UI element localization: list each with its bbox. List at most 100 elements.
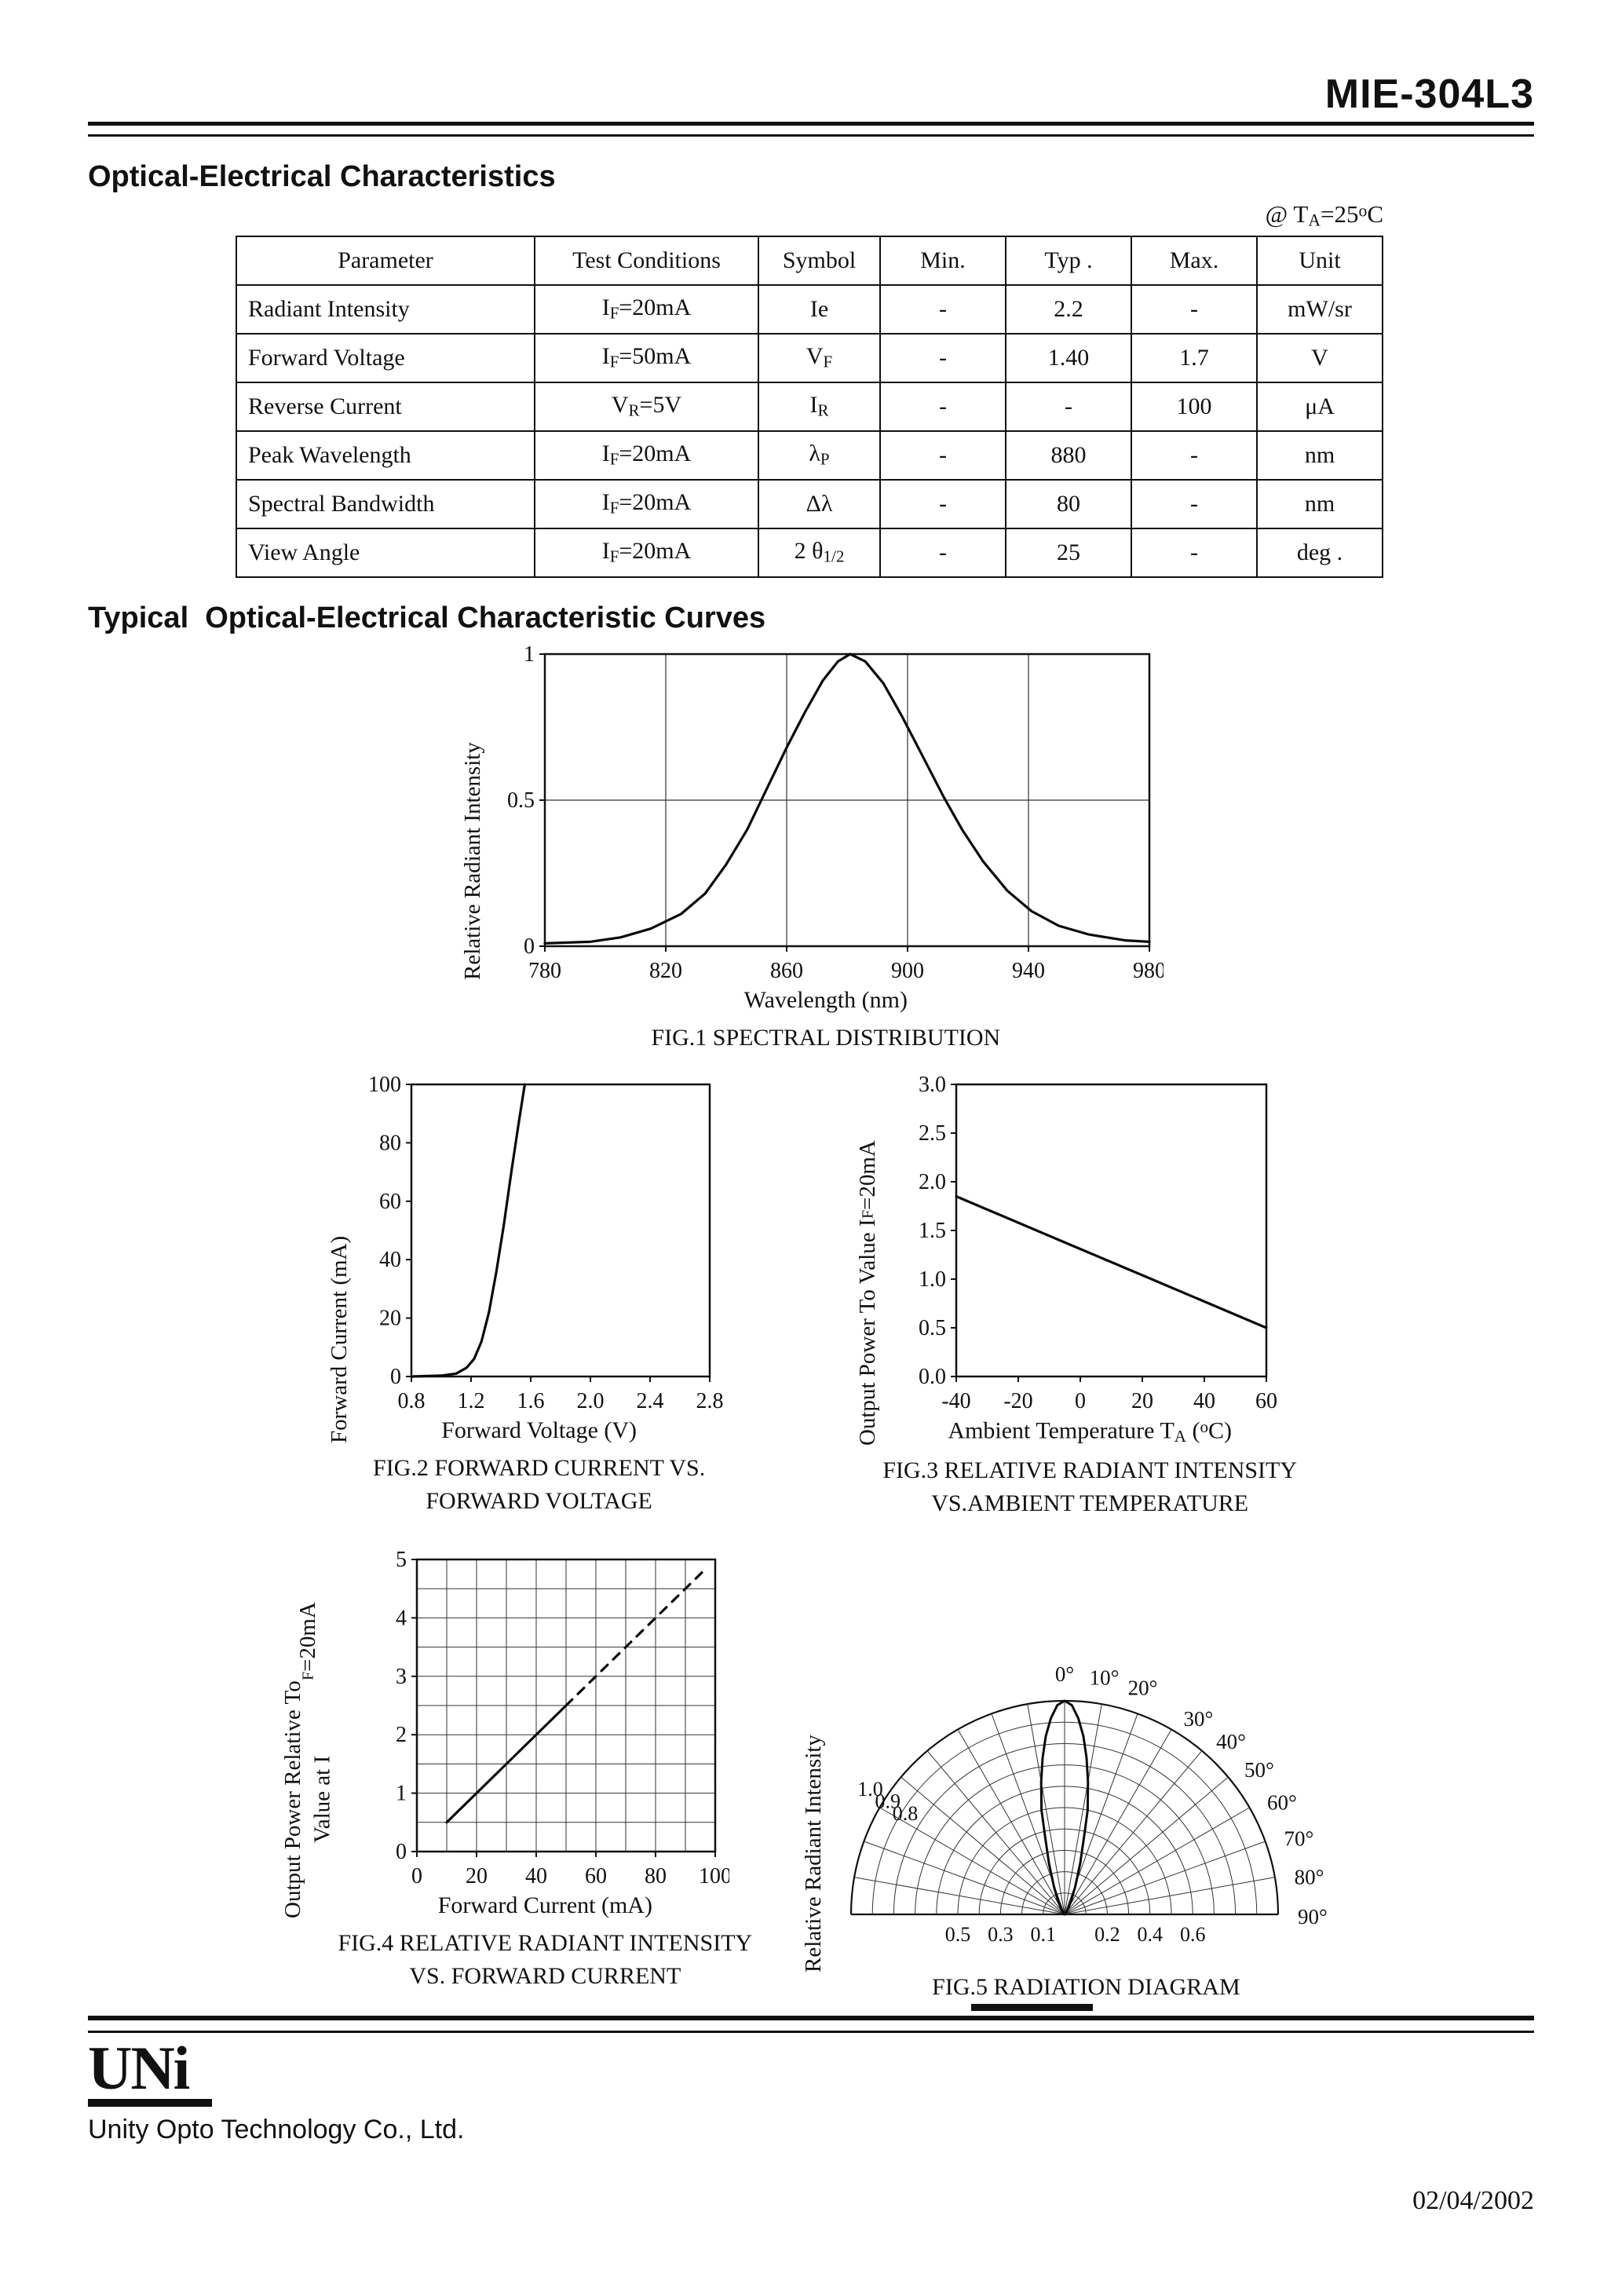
ring-scale-label: 0.3 (988, 1923, 1014, 1946)
fig2-y-axis-title: Forward Current (mA) (326, 1235, 352, 1443)
ring-scale-label: 0.6 (1180, 1923, 1206, 1946)
x-tick-label: 1.6 (517, 1389, 544, 1413)
fig2-x-axis-title: Forward Voltage (V) (441, 1417, 637, 1443)
fig5-caption: FIG.5 RADIATION DIAGRAM (932, 1973, 1240, 2000)
temperature-condition: @ TA=25oC (1265, 200, 1383, 230)
fig3-y-axis-title: Output Power To Value I F =20mA (854, 1140, 880, 1446)
table-row: Radiant Intensity IF=20mA Ie - 2.2 - mW/… (236, 283, 1383, 335)
cell-min: - (879, 430, 1006, 481)
polar-radial (1064, 1703, 1102, 1914)
col-header-min: Min. (879, 235, 1006, 286)
table-header-row: Parameter Test Conditions Symbol Min. Ty… (236, 235, 1383, 286)
y-tick-label: 60 (379, 1189, 401, 1213)
y-tick-label: 1 (396, 1781, 407, 1805)
table-row: Reverse Current VR=5V IR - - 100 μA (236, 381, 1383, 432)
x-tick-label: 940 (1012, 959, 1045, 983)
fig5-y-axis-title: Relative Radiant Intensity (801, 1734, 827, 1972)
page-footer: UNi Unity Opto Technology Co., Ltd. 02/0… (88, 2003, 1534, 2296)
cell-test-conditions: IF=20mA (534, 283, 759, 335)
polar-radial (957, 1728, 1065, 1914)
cell-min: - (879, 527, 1006, 578)
y-tick-label: 100 (368, 1073, 401, 1097)
cell-typ: 880 (1005, 430, 1132, 481)
y-tick-label: 2 (396, 1723, 407, 1747)
y-tick-label: 0.5 (919, 1316, 946, 1340)
document-date: 02/04/2002 (1412, 2185, 1534, 2215)
cell-symbol: 2 θ1/2 (758, 527, 881, 578)
cell-parameter: Forward Voltage (236, 332, 535, 383)
x-tick-label: 1.2 (457, 1389, 484, 1413)
x-tick-label: 40 (525, 1864, 547, 1888)
polar-radial (926, 1750, 1065, 1915)
cell-symbol: IR (758, 381, 881, 432)
table-row: Peak Wavelength IF=20mA λP - 880 - nm (236, 430, 1383, 481)
section-heading-characteristics: Optical-Electrical Characteristics (88, 160, 556, 194)
figure-2-forward-current-vs-voltage: Forward Current (mA) 0.8 1.2 1.6 2.0 2.4 2.8 0… (325, 1072, 724, 1518)
cell-parameter: Peak Wavelength (236, 430, 535, 481)
x-tick-label: 80 (645, 1864, 667, 1888)
series-line (410, 1083, 526, 1378)
angle-label: 10° (1090, 1665, 1120, 1689)
footer-rule (88, 2015, 1534, 2033)
polar-radial (1064, 1807, 1250, 1915)
cell-test-conditions: IF=20mA (534, 478, 759, 529)
x-tick-label: 2.0 (576, 1389, 604, 1413)
figure-3-intensity-vs-temperature: Output Power To Value I F =20mA -40 -20 0 20 4… (853, 1072, 1297, 1520)
fig3-temperature-chart: -40 -20 0 20 40 60 0.0 0.5 1.0 1.5 2.0 2.5 3.0 (919, 1073, 1277, 1413)
y-tick-label: 80 (379, 1131, 401, 1155)
section-heading-curves: Typical Optical-Electrical Characteristi… (88, 601, 766, 634)
series-line (564, 1567, 708, 1707)
y-tick-label: 3 (396, 1664, 407, 1688)
cell-test-conditions: IF=20mA (534, 527, 759, 578)
x-tick-label: 0 (411, 1864, 422, 1888)
fig2-caption-line2: FORWARD VOLTAGE (426, 1487, 652, 1514)
cell-max: 1.7 (1131, 332, 1258, 383)
y-tick-label: 1.0 (919, 1267, 946, 1292)
polar-radial (1064, 1876, 1275, 1915)
cell-max: - (1131, 478, 1258, 529)
x-tick-label: 60 (585, 1864, 607, 1888)
cell-min: - (879, 478, 1006, 529)
part-number-title: MIE-304L3 (1324, 71, 1534, 117)
y-tick-label: 4 (396, 1606, 407, 1630)
angle-label: 0° (1055, 1662, 1074, 1686)
cell-unit: μA (1256, 381, 1383, 432)
cell-test-conditions: VR=5V (534, 381, 759, 432)
cell-unit: V (1256, 332, 1383, 383)
cell-unit: deg . (1256, 527, 1383, 578)
fig1-y-axis-title: Relative Radiant Intensity (460, 741, 486, 980)
table-row: Forward Voltage IF=50mA VF - 1.40 1.7 V (236, 332, 1383, 383)
cell-symbol: Δλ (758, 478, 881, 529)
ring-scale-label: 0.5 (945, 1923, 971, 1946)
polar-radial (1064, 1841, 1266, 1915)
y-tick-label: 2.0 (919, 1170, 946, 1194)
x-tick-label: 2.8 (696, 1389, 723, 1413)
fig5-radiation-diagram-chart: 0° 10° 20° 30°40° 50° 60° 70° 80° 90° 1.00.90.8 0.… (849, 1662, 1328, 1946)
x-tick-label: 0 (1075, 1389, 1086, 1413)
cell-unit: nm (1256, 478, 1383, 529)
angle-label: 80° (1295, 1865, 1324, 1888)
cell-test-conditions: IF=20mA (534, 430, 759, 481)
header-rule (88, 122, 1534, 137)
plot-border (955, 1083, 1267, 1377)
cell-max: - (1131, 430, 1258, 481)
cell-min: - (879, 332, 1006, 383)
series-line (543, 653, 1151, 945)
y-tick-label: 5 (396, 1548, 407, 1572)
cell-max: - (1131, 283, 1258, 335)
angle-label: 60° (1267, 1790, 1297, 1814)
ring-scale-label: 0.1 (1030, 1923, 1056, 1946)
bottom-margin (88, 2216, 1534, 2296)
x-tick-label: 900 (891, 959, 924, 983)
cell-parameter: Reverse Current (236, 381, 535, 432)
ring-scale-label: 0.2 (1094, 1923, 1120, 1946)
plot-border (410, 1083, 711, 1377)
x-tick-label: 20 (466, 1864, 488, 1888)
fig2-caption: FIG.2 FORWARD CURRENT VS. FORWARD VOLTAG… (373, 1452, 705, 1518)
fig3-caption: FIG.3 RELATIVE RADIANT INTENSITY VS.AMBI… (882, 1454, 1297, 1520)
x-tick-label: -40 (941, 1389, 970, 1413)
angle-label: 70° (1284, 1826, 1313, 1850)
radiation-lobe (1039, 1699, 1090, 1916)
col-header-symbol: Symbol (758, 235, 881, 286)
fig4-relative-intensity-chart: 0 20 40 60 80 100 0 1 2 3 4 5 (396, 1548, 729, 1888)
